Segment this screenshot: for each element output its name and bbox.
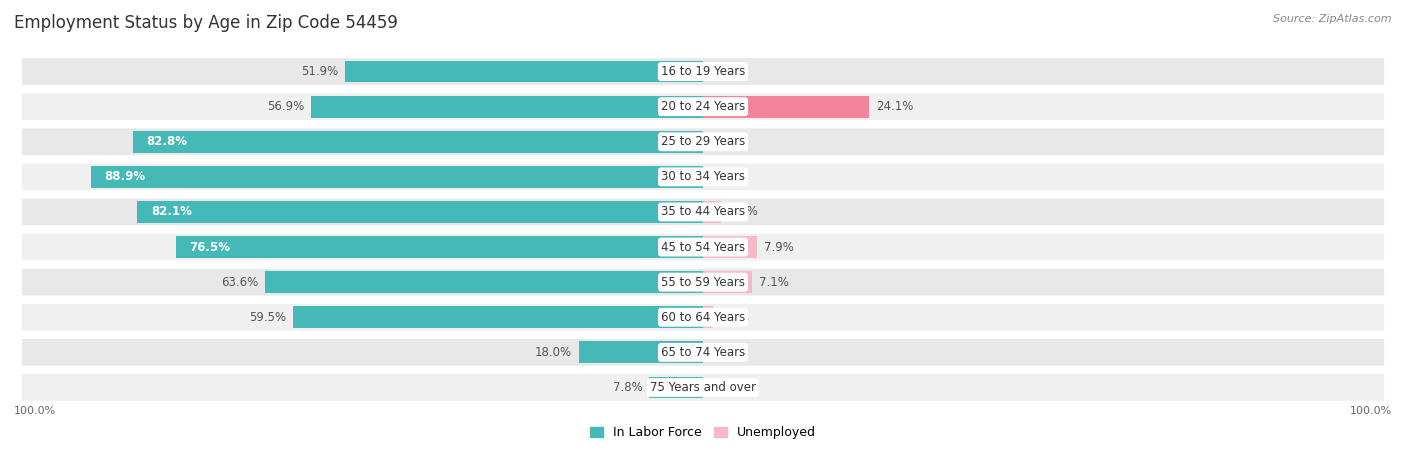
Bar bbox=[311, 96, 703, 117]
Text: 0.0%: 0.0% bbox=[710, 381, 740, 394]
FancyBboxPatch shape bbox=[21, 233, 1385, 261]
Text: 35 to 44 Years: 35 to 44 Years bbox=[661, 206, 745, 218]
Text: 76.5%: 76.5% bbox=[190, 241, 231, 253]
Bar bbox=[132, 131, 703, 153]
Text: 45 to 54 Years: 45 to 54 Years bbox=[661, 241, 745, 253]
Bar bbox=[346, 61, 703, 82]
Text: 51.9%: 51.9% bbox=[301, 65, 339, 78]
Text: Employment Status by Age in Zip Code 54459: Employment Status by Age in Zip Code 544… bbox=[14, 14, 398, 32]
Text: 7.9%: 7.9% bbox=[765, 241, 794, 253]
Text: 55 to 59 Years: 55 to 59 Years bbox=[661, 276, 745, 288]
FancyBboxPatch shape bbox=[21, 373, 1385, 402]
Bar bbox=[703, 236, 758, 258]
FancyBboxPatch shape bbox=[21, 268, 1385, 297]
Text: Source: ZipAtlas.com: Source: ZipAtlas.com bbox=[1274, 14, 1392, 23]
Text: 75 Years and over: 75 Years and over bbox=[650, 381, 756, 394]
Text: 24.1%: 24.1% bbox=[876, 100, 914, 113]
Text: 7.8%: 7.8% bbox=[613, 381, 643, 394]
Text: 82.1%: 82.1% bbox=[152, 206, 193, 218]
FancyBboxPatch shape bbox=[21, 338, 1385, 367]
Bar bbox=[703, 201, 721, 223]
FancyBboxPatch shape bbox=[21, 198, 1385, 226]
Text: 16 to 19 Years: 16 to 19 Years bbox=[661, 65, 745, 78]
Bar bbox=[90, 166, 703, 188]
Text: 0.0%: 0.0% bbox=[710, 135, 740, 148]
FancyBboxPatch shape bbox=[21, 162, 1385, 191]
FancyBboxPatch shape bbox=[21, 57, 1385, 86]
Bar bbox=[292, 306, 703, 328]
FancyBboxPatch shape bbox=[21, 92, 1385, 121]
Text: 63.6%: 63.6% bbox=[221, 276, 257, 288]
Text: 56.9%: 56.9% bbox=[267, 100, 304, 113]
Text: 20 to 24 Years: 20 to 24 Years bbox=[661, 100, 745, 113]
Text: 59.5%: 59.5% bbox=[249, 311, 287, 324]
Text: 18.0%: 18.0% bbox=[534, 346, 572, 359]
Text: 25 to 29 Years: 25 to 29 Years bbox=[661, 135, 745, 148]
Text: 2.6%: 2.6% bbox=[728, 206, 758, 218]
Text: 100.0%: 100.0% bbox=[14, 406, 56, 416]
Bar bbox=[264, 271, 703, 293]
Text: 82.8%: 82.8% bbox=[146, 135, 187, 148]
Legend: In Labor Force, Unemployed: In Labor Force, Unemployed bbox=[585, 421, 821, 445]
Text: 0.0%: 0.0% bbox=[710, 346, 740, 359]
Text: 60 to 64 Years: 60 to 64 Years bbox=[661, 311, 745, 324]
Bar bbox=[703, 96, 869, 117]
Bar bbox=[650, 377, 703, 398]
Bar bbox=[138, 201, 703, 223]
Text: 88.9%: 88.9% bbox=[104, 171, 145, 183]
Text: 1.4%: 1.4% bbox=[720, 311, 749, 324]
Text: 0.0%: 0.0% bbox=[710, 171, 740, 183]
Text: 7.1%: 7.1% bbox=[759, 276, 789, 288]
Text: 0.0%: 0.0% bbox=[710, 65, 740, 78]
Text: 30 to 34 Years: 30 to 34 Years bbox=[661, 171, 745, 183]
FancyBboxPatch shape bbox=[21, 127, 1385, 156]
Text: 100.0%: 100.0% bbox=[1350, 406, 1392, 416]
Bar bbox=[176, 236, 703, 258]
Bar bbox=[579, 342, 703, 363]
Bar bbox=[703, 306, 713, 328]
Bar bbox=[703, 271, 752, 293]
FancyBboxPatch shape bbox=[21, 303, 1385, 332]
Text: 65 to 74 Years: 65 to 74 Years bbox=[661, 346, 745, 359]
